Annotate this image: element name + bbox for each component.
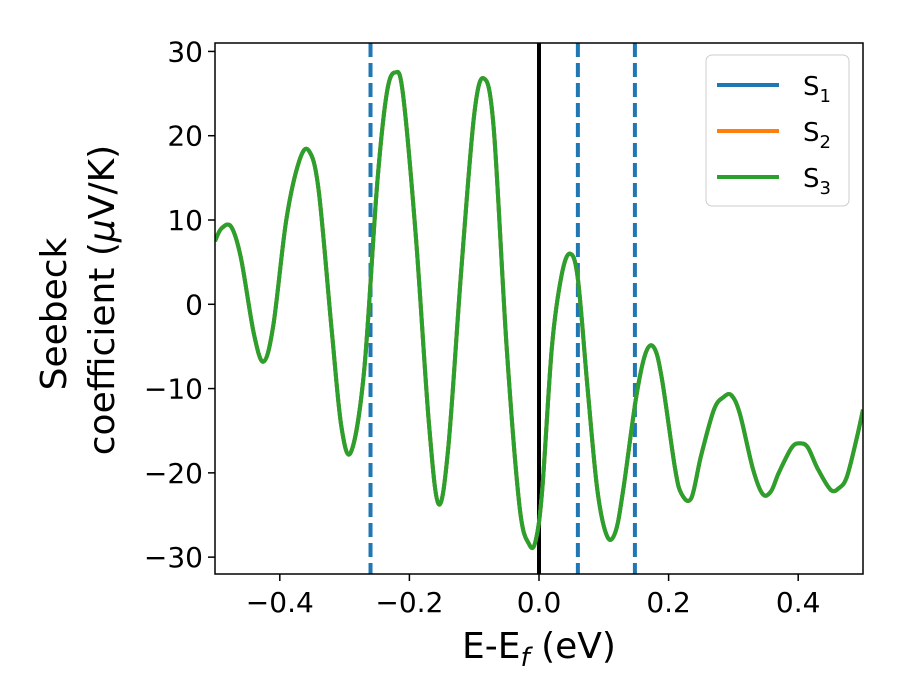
y-axis-label-unit: V/K) — [82, 145, 123, 219]
y-tick-label: 10 — [167, 204, 203, 237]
x-tick-label: 0.2 — [646, 586, 691, 619]
y-axis-label-line2: coefficient (μV/K) — [82, 145, 123, 455]
x-axis: −0.4 −0.2 0.0 0.2 0.4 — [246, 574, 821, 619]
y-axis: −30 −20 −10 0 10 20 30 — [144, 35, 215, 574]
legend-label-main: S — [803, 164, 820, 194]
legend-label-main: S — [803, 72, 820, 102]
y-tick-label: −20 — [144, 457, 203, 490]
legend-label-S2: S2 — [803, 118, 831, 153]
y-tick-label: −10 — [144, 373, 203, 406]
legend-label-subscript: 3 — [820, 178, 831, 199]
y-axis-label-mu: μ — [82, 219, 123, 243]
legend-label-S1: S1 — [803, 72, 831, 107]
x-tick-label: −0.4 — [246, 586, 314, 619]
x-tick-label: 0.4 — [776, 586, 821, 619]
legend-label-main: S — [803, 118, 820, 148]
x-tick-label: −0.2 — [375, 586, 443, 619]
series-line-S3 — [215, 69, 863, 551]
y-axis-label-line1: Seebeck — [34, 237, 75, 390]
legend-label-S3: S3 — [803, 164, 831, 199]
y-tick-label: 0 — [185, 288, 203, 321]
legend-label-subscript: 1 — [820, 86, 831, 107]
y-tick-label: −30 — [144, 541, 203, 574]
plot-area — [214, 42, 864, 575]
y-tick-label: 30 — [167, 35, 203, 68]
x-axis-label-unit: (eV) — [530, 626, 616, 667]
x-tick-label: 0.0 — [517, 586, 562, 619]
y-tick-label: 20 — [167, 120, 203, 153]
x-axis-label: E-Ef (eV) — [462, 626, 616, 673]
legend-label-subscript: 2 — [820, 132, 831, 153]
